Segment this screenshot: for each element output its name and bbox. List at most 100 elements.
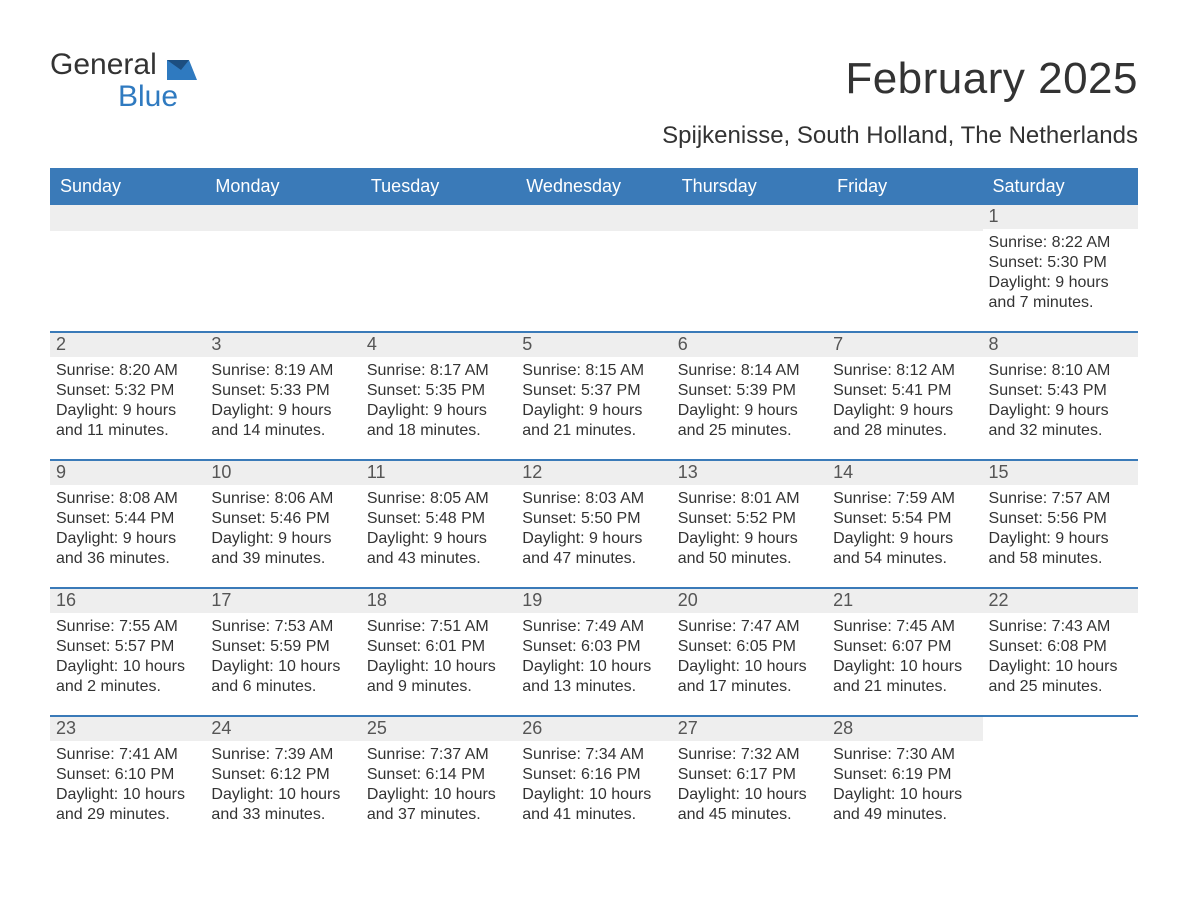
day-daylight1-line: Daylight: 9 hours	[833, 529, 970, 549]
day-daylight2-line: and 21 minutes.	[833, 677, 970, 697]
weeks-container: 1Sunrise: 8:22 AMSunset: 5:30 PMDaylight…	[50, 203, 1138, 839]
day-number: 4	[361, 333, 516, 357]
weekday-header-cell: Thursday	[672, 170, 827, 203]
day-cell: 9Sunrise: 8:08 AMSunset: 5:44 PMDaylight…	[50, 461, 205, 577]
day-sunrise-line: Sunrise: 8:06 AM	[211, 489, 348, 509]
day-daylight2-line: and 37 minutes.	[367, 805, 504, 825]
empty-day-stripe	[205, 205, 360, 231]
day-sunrise-line: Sunrise: 7:43 AM	[989, 617, 1126, 637]
day-sunset-line: Sunset: 5:43 PM	[989, 381, 1126, 401]
day-sunrise-line: Sunrise: 8:19 AM	[211, 361, 348, 381]
day-number: 28	[827, 717, 982, 741]
day-number: 8	[983, 333, 1138, 357]
day-sunset-line: Sunset: 5:46 PM	[211, 509, 348, 529]
day-number: 10	[205, 461, 360, 485]
day-sunrise-line: Sunrise: 7:34 AM	[522, 745, 659, 765]
day-sunset-line: Sunset: 5:37 PM	[522, 381, 659, 401]
day-cell	[50, 205, 205, 321]
day-sunrise-line: Sunrise: 7:39 AM	[211, 745, 348, 765]
day-sunrise-line: Sunrise: 7:41 AM	[56, 745, 193, 765]
day-sunset-line: Sunset: 5:44 PM	[56, 509, 193, 529]
day-cell: 27Sunrise: 7:32 AMSunset: 6:17 PMDayligh…	[672, 717, 827, 829]
day-sunrise-line: Sunrise: 8:10 AM	[989, 361, 1126, 381]
day-number: 18	[361, 589, 516, 613]
day-sunset-line: Sunset: 5:54 PM	[833, 509, 970, 529]
day-sunset-line: Sunset: 6:19 PM	[833, 765, 970, 785]
day-daylight2-line: and 39 minutes.	[211, 549, 348, 569]
day-cell: 4Sunrise: 8:17 AMSunset: 5:35 PMDaylight…	[361, 333, 516, 449]
day-number: 5	[516, 333, 671, 357]
day-daylight2-line: and 13 minutes.	[522, 677, 659, 697]
day-details: Sunrise: 8:10 AMSunset: 5:43 PMDaylight:…	[983, 357, 1138, 441]
day-cell	[827, 205, 982, 321]
day-cell: 18Sunrise: 7:51 AMSunset: 6:01 PMDayligh…	[361, 589, 516, 705]
weekday-header-row: SundayMondayTuesdayWednesdayThursdayFrid…	[50, 168, 1138, 203]
day-details: Sunrise: 8:19 AMSunset: 5:33 PMDaylight:…	[205, 357, 360, 441]
day-daylight2-line: and 47 minutes.	[522, 549, 659, 569]
day-cell: 2Sunrise: 8:20 AMSunset: 5:32 PMDaylight…	[50, 333, 205, 449]
day-sunset-line: Sunset: 6:08 PM	[989, 637, 1126, 657]
day-cell: 22Sunrise: 7:43 AMSunset: 6:08 PMDayligh…	[983, 589, 1138, 705]
week-row: 16Sunrise: 7:55 AMSunset: 5:57 PMDayligh…	[50, 587, 1138, 715]
day-daylight1-line: Daylight: 9 hours	[211, 529, 348, 549]
empty-day-stripe	[50, 205, 205, 231]
day-details: Sunrise: 8:15 AMSunset: 5:37 PMDaylight:…	[516, 357, 671, 441]
day-sunset-line: Sunset: 5:33 PM	[211, 381, 348, 401]
day-cell: 20Sunrise: 7:47 AMSunset: 6:05 PMDayligh…	[672, 589, 827, 705]
day-daylight1-line: Daylight: 9 hours	[522, 401, 659, 421]
day-cell	[205, 205, 360, 321]
day-number: 13	[672, 461, 827, 485]
day-sunrise-line: Sunrise: 8:05 AM	[367, 489, 504, 509]
day-daylight1-line: Daylight: 9 hours	[678, 529, 815, 549]
day-sunset-line: Sunset: 6:14 PM	[367, 765, 504, 785]
title-block: February 2025 Spijkenisse, South Holland…	[662, 54, 1138, 150]
day-sunrise-line: Sunrise: 7:55 AM	[56, 617, 193, 637]
day-daylight2-line: and 14 minutes.	[211, 421, 348, 441]
week-row: 2Sunrise: 8:20 AMSunset: 5:32 PMDaylight…	[50, 331, 1138, 459]
day-sunset-line: Sunset: 5:39 PM	[678, 381, 815, 401]
day-daylight1-line: Daylight: 10 hours	[833, 657, 970, 677]
day-cell: 3Sunrise: 8:19 AMSunset: 5:33 PMDaylight…	[205, 333, 360, 449]
location-subtitle: Spijkenisse, South Holland, The Netherla…	[662, 122, 1138, 150]
day-cell: 15Sunrise: 7:57 AMSunset: 5:56 PMDayligh…	[983, 461, 1138, 577]
day-daylight2-line: and 50 minutes.	[678, 549, 815, 569]
day-sunset-line: Sunset: 5:41 PM	[833, 381, 970, 401]
calendar: SundayMondayTuesdayWednesdayThursdayFrid…	[50, 168, 1138, 839]
day-daylight2-line: and 7 minutes.	[989, 293, 1126, 313]
day-daylight2-line: and 41 minutes.	[522, 805, 659, 825]
day-number: 2	[50, 333, 205, 357]
day-daylight2-line: and 49 minutes.	[833, 805, 970, 825]
weekday-header-cell: Sunday	[50, 170, 205, 203]
day-sunrise-line: Sunrise: 8:17 AM	[367, 361, 504, 381]
day-cell: 17Sunrise: 7:53 AMSunset: 5:59 PMDayligh…	[205, 589, 360, 705]
day-cell: 25Sunrise: 7:37 AMSunset: 6:14 PMDayligh…	[361, 717, 516, 829]
day-details: Sunrise: 8:03 AMSunset: 5:50 PMDaylight:…	[516, 485, 671, 569]
day-sunset-line: Sunset: 5:48 PM	[367, 509, 504, 529]
day-details: Sunrise: 8:05 AMSunset: 5:48 PMDaylight:…	[361, 485, 516, 569]
week-row: 1Sunrise: 8:22 AMSunset: 5:30 PMDaylight…	[50, 203, 1138, 331]
day-daylight2-line: and 36 minutes.	[56, 549, 193, 569]
day-number: 6	[672, 333, 827, 357]
weekday-header-cell: Saturday	[983, 170, 1138, 203]
day-details: Sunrise: 7:51 AMSunset: 6:01 PMDaylight:…	[361, 613, 516, 697]
day-sunset-line: Sunset: 5:52 PM	[678, 509, 815, 529]
day-daylight1-line: Daylight: 10 hours	[211, 657, 348, 677]
day-cell	[516, 205, 671, 321]
day-cell	[361, 205, 516, 321]
day-details: Sunrise: 7:41 AMSunset: 6:10 PMDaylight:…	[50, 741, 205, 825]
day-daylight2-line: and 45 minutes.	[678, 805, 815, 825]
day-cell	[672, 205, 827, 321]
day-details: Sunrise: 7:37 AMSunset: 6:14 PMDaylight:…	[361, 741, 516, 825]
day-sunrise-line: Sunrise: 7:47 AM	[678, 617, 815, 637]
empty-day-stripe	[672, 205, 827, 231]
day-sunset-line: Sunset: 5:30 PM	[989, 253, 1126, 273]
day-daylight2-line: and 2 minutes.	[56, 677, 193, 697]
day-daylight1-line: Daylight: 9 hours	[367, 401, 504, 421]
weekday-header-cell: Wednesday	[516, 170, 671, 203]
day-number: 1	[983, 205, 1138, 229]
empty-day-stripe	[516, 205, 671, 231]
day-daylight1-line: Daylight: 9 hours	[989, 529, 1126, 549]
day-daylight1-line: Daylight: 9 hours	[211, 401, 348, 421]
day-number: 15	[983, 461, 1138, 485]
day-daylight2-line: and 25 minutes.	[989, 677, 1126, 697]
